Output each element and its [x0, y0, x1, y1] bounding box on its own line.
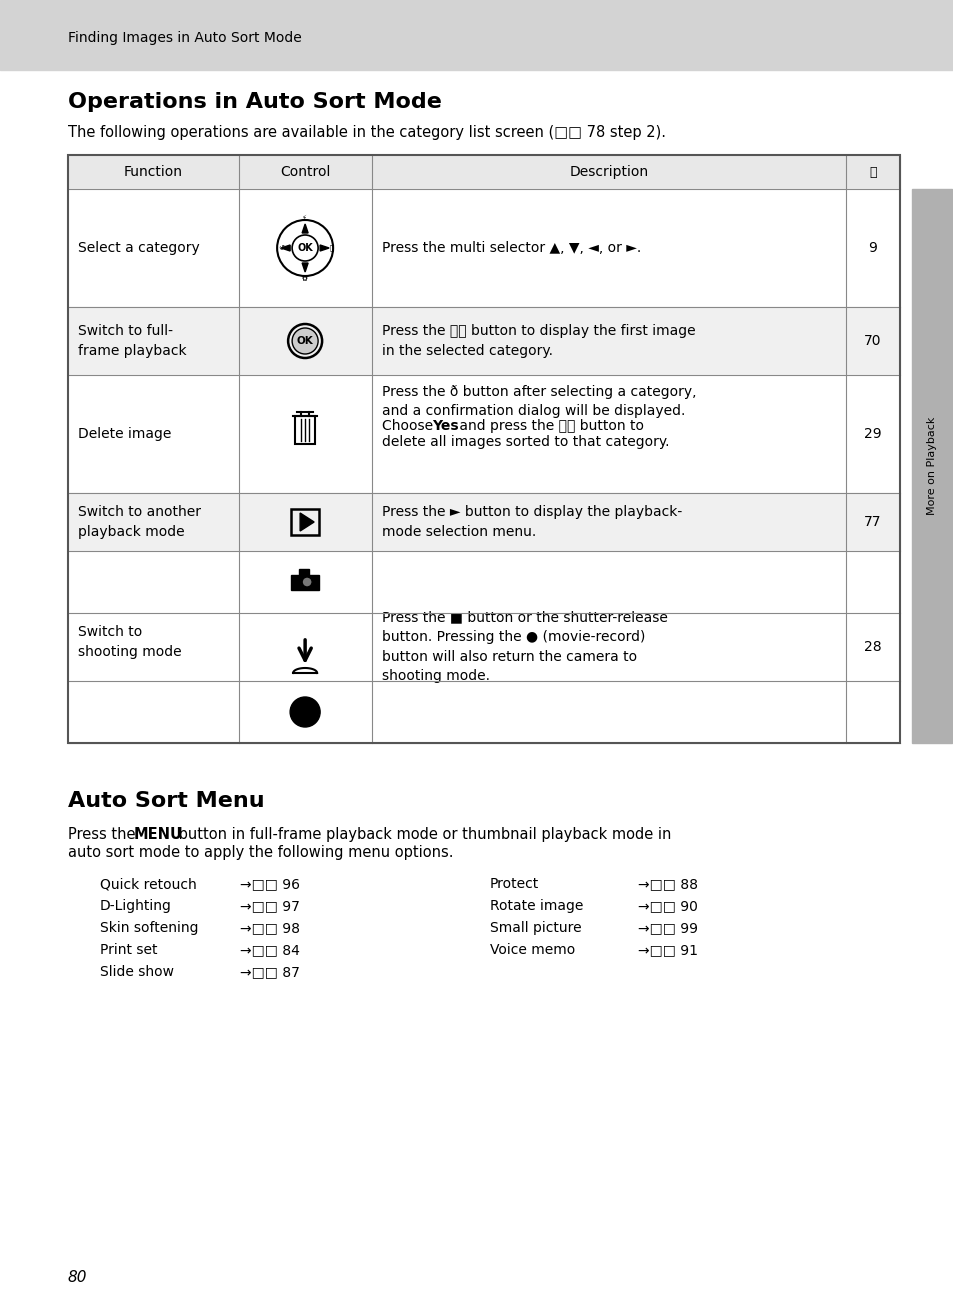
- Text: Press the ⓀⓀ button to display the first image
in the selected category.: Press the ⓀⓀ button to display the first…: [381, 325, 695, 357]
- Text: Press the multi selector ▲, ▼, ◄, or ►.: Press the multi selector ▲, ▼, ◄, or ►.: [381, 240, 640, 255]
- Text: →□□ 99: →□□ 99: [638, 921, 698, 936]
- Text: Press the ð button after selecting a category,
and a confirmation dialog will be: Press the ð button after selecting a cat…: [381, 385, 696, 418]
- Bar: [291, 509, 319, 535]
- Circle shape: [292, 328, 317, 353]
- Text: Finding Images in Auto Sort Mode: Finding Images in Auto Sort Mode: [68, 32, 301, 45]
- Text: Press the ■ button or the shutter-release
button. Pressing the ● (movie-record)
: Press the ■ button or the shutter-releas…: [381, 611, 667, 683]
- Bar: [68, 681, 899, 742]
- Text: Press the ► button to display the playback-
mode selection menu.: Press the ► button to display the playba…: [381, 506, 681, 539]
- Polygon shape: [320, 244, 329, 251]
- Text: Slide show: Slide show: [100, 964, 173, 979]
- Bar: [911, 189, 951, 742]
- Text: auto sort mode to apply the following menu options.: auto sort mode to apply the following me…: [68, 845, 453, 859]
- Text: 80: 80: [68, 1271, 88, 1285]
- Text: 70: 70: [863, 334, 881, 348]
- Text: ⚡: ⚡: [301, 215, 306, 221]
- Text: ⌖: ⌖: [330, 244, 334, 251]
- Text: button in full-frame playback mode or thumbnail playback mode in: button in full-frame playback mode or th…: [173, 827, 671, 842]
- Bar: [68, 493, 899, 551]
- Text: and press the ⓀⓀ button to: and press the ⓀⓀ button to: [455, 419, 643, 434]
- Circle shape: [290, 696, 320, 727]
- Text: OK: OK: [296, 336, 314, 346]
- Text: Function: Function: [124, 166, 183, 179]
- Text: ↺: ↺: [278, 244, 284, 251]
- Text: Operations in Auto Sort Mode: Operations in Auto Sort Mode: [68, 92, 441, 112]
- Text: Auto Sort Menu: Auto Sort Menu: [68, 791, 264, 811]
- Bar: [294, 417, 314, 444]
- Text: →□□ 98: →□□ 98: [240, 921, 299, 936]
- Bar: [68, 307, 899, 374]
- Bar: [68, 155, 899, 742]
- Bar: [68, 614, 899, 681]
- Text: →□□ 84: →□□ 84: [240, 943, 299, 957]
- Text: 29: 29: [863, 427, 881, 442]
- Text: →□□ 88: →□□ 88: [638, 876, 698, 891]
- Text: Print set: Print set: [100, 943, 157, 957]
- Text: Rotate image: Rotate image: [490, 899, 583, 913]
- Bar: [299, 569, 309, 576]
- Text: 77: 77: [863, 515, 881, 530]
- Text: Press the: Press the: [68, 827, 140, 842]
- Text: The following operations are available in the category list screen (□□ 78 step 2: The following operations are available i…: [68, 126, 665, 141]
- Text: Skin softening: Skin softening: [100, 921, 198, 936]
- Text: Switch to another
playback mode: Switch to another playback mode: [78, 506, 201, 539]
- Text: Yes: Yes: [431, 419, 457, 434]
- Text: delete all images sorted to that category.: delete all images sorted to that categor…: [381, 435, 668, 449]
- Polygon shape: [300, 512, 314, 531]
- Text: OK: OK: [297, 243, 313, 254]
- Text: →□□ 97: →□□ 97: [240, 899, 299, 913]
- Text: →□□ 96: →□□ 96: [240, 876, 299, 891]
- Text: Small picture: Small picture: [490, 921, 581, 936]
- Polygon shape: [281, 244, 290, 251]
- Text: Select a category: Select a category: [78, 240, 199, 255]
- Bar: [68, 155, 899, 189]
- Text: Switch to full-
frame playback: Switch to full- frame playback: [78, 325, 187, 357]
- Polygon shape: [302, 263, 308, 272]
- Text: D-Lighting: D-Lighting: [100, 899, 172, 913]
- Text: →□□ 90: →□□ 90: [638, 899, 698, 913]
- Bar: [0, 0, 953, 70]
- Text: Protect: Protect: [490, 876, 538, 891]
- Text: Control: Control: [279, 166, 330, 179]
- Text: Description: Description: [569, 166, 648, 179]
- Text: →□□ 87: →□□ 87: [240, 964, 299, 979]
- Text: Voice memo: Voice memo: [490, 943, 575, 957]
- Text: 📖: 📖: [868, 166, 876, 179]
- Text: Quick retouch: Quick retouch: [100, 876, 196, 891]
- Text: Choose: Choose: [381, 419, 436, 434]
- Bar: [68, 374, 899, 493]
- Bar: [291, 576, 319, 590]
- Circle shape: [302, 577, 312, 587]
- Bar: [68, 551, 899, 614]
- Text: Delete image: Delete image: [78, 427, 172, 442]
- Text: 9: 9: [867, 240, 877, 255]
- Text: MENU: MENU: [133, 827, 183, 842]
- Text: 28: 28: [863, 640, 881, 654]
- Text: →□□ 91: →□□ 91: [638, 943, 698, 957]
- Polygon shape: [302, 223, 308, 233]
- Bar: [68, 189, 899, 307]
- Text: More on Playback: More on Playback: [926, 417, 936, 515]
- Text: Switch to
shooting mode: Switch to shooting mode: [78, 625, 181, 658]
- Text: ✿: ✿: [301, 275, 307, 281]
